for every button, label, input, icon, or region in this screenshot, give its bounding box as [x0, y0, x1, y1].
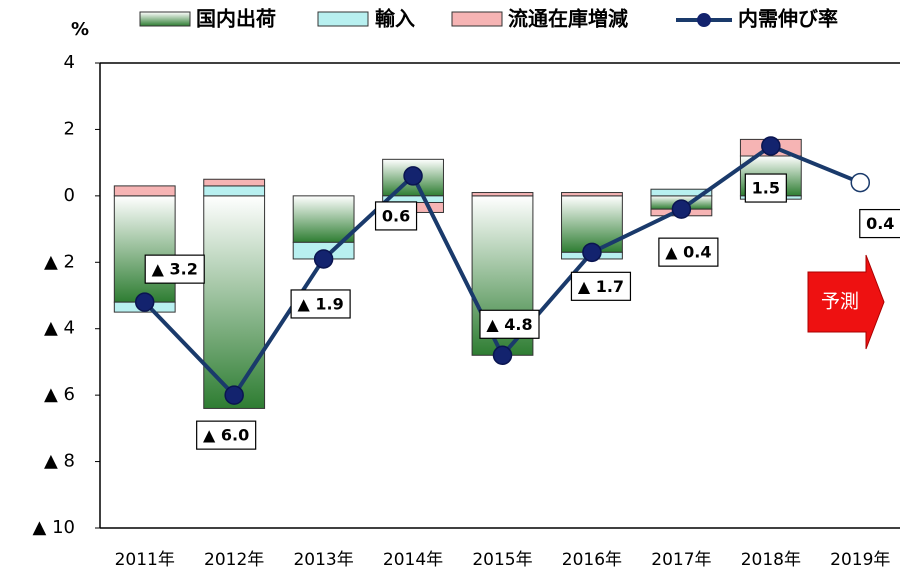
- y-tick-label: ▲ 10: [33, 517, 75, 538]
- data-label-box: [570, 271, 632, 301]
- data-label: 1.5: [752, 179, 780, 198]
- bar-segment: [650, 188, 713, 197]
- data-label-box: [290, 289, 351, 319]
- data-label: ▲ 4.8: [486, 315, 532, 334]
- data-label-box: [479, 309, 540, 339]
- bar-segment: [113, 185, 176, 197]
- line-marker: [313, 249, 334, 269]
- bar-segment: [561, 192, 623, 197]
- data-label: ▲ 1.7: [578, 277, 624, 296]
- data-label-box: [144, 254, 205, 284]
- bar-segment: [203, 185, 266, 197]
- line-marker: [134, 292, 155, 312]
- y-tick-label: ▲ 2: [44, 251, 75, 272]
- y-tick-label: ▲ 4: [44, 318, 75, 339]
- x-tick-label: 2015年: [472, 550, 532, 570]
- x-tick-label: 2019年: [830, 550, 890, 570]
- legend-label: 流通在庫増減: [508, 7, 628, 31]
- legend-swatch: [451, 11, 503, 27]
- legend-label: 国内出荷: [196, 7, 276, 31]
- y-tick-label: 4: [64, 52, 75, 73]
- x-tick-label: 2017年: [651, 550, 711, 570]
- line-marker: [224, 385, 244, 405]
- legend-label: 輸入: [375, 7, 415, 31]
- bar-segment: [471, 192, 534, 197]
- line-marker: [492, 345, 513, 366]
- forecast-label: 予測: [821, 291, 859, 313]
- y-axis-unit: %: [71, 19, 89, 40]
- x-tick-label: 2011年: [115, 550, 175, 570]
- data-label: 0.6: [382, 206, 410, 225]
- data-label-box: [744, 173, 787, 203]
- x-tick-label: 2014年: [383, 550, 443, 570]
- line-marker: [671, 199, 692, 219]
- data-label: ▲ 3.2: [152, 260, 198, 279]
- data-label: ▲ 6.0: [203, 426, 249, 445]
- legend-swatch: [317, 11, 369, 27]
- data-label-box: [196, 420, 257, 450]
- data-label-box: [658, 237, 719, 267]
- bar-segment: [203, 178, 266, 187]
- legend-swatch: [139, 11, 191, 27]
- y-tick-label: 0: [64, 185, 75, 206]
- y-tick-label: ▲ 8: [44, 451, 75, 472]
- forecast-arrow: 予測: [807, 254, 885, 350]
- line-marker: [403, 166, 423, 186]
- data-label: 0.4: [866, 214, 894, 233]
- data-label-box: [859, 208, 900, 239]
- line-marker: [850, 172, 871, 193]
- data-label: ▲ 0.4: [665, 243, 711, 262]
- y-tick-label: 2: [64, 118, 75, 139]
- bar-segment: [292, 195, 355, 243]
- x-tick-label: 2013年: [293, 550, 353, 570]
- line-marker: [582, 242, 602, 263]
- y-tick-label: ▲ 6: [44, 384, 75, 405]
- data-label: ▲ 1.9: [298, 294, 344, 313]
- line-marker: [761, 136, 781, 156]
- x-tick-label: 2016年: [562, 550, 622, 570]
- x-tick-label: 2018年: [741, 550, 801, 570]
- data-label-box: [374, 201, 418, 231]
- legend-label: 内需伸び率: [738, 7, 838, 31]
- bar-segment: [113, 195, 176, 303]
- x-tick-label: 2012年: [204, 550, 264, 570]
- bar-segment: [203, 195, 266, 409]
- legend-swatch: [697, 13, 711, 27]
